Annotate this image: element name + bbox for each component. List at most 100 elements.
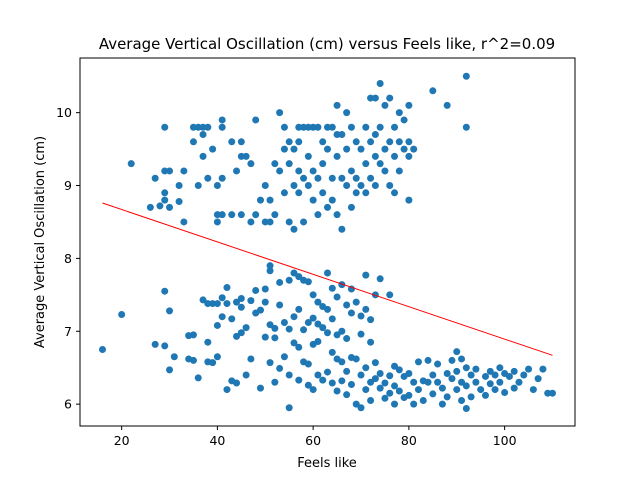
data-point xyxy=(189,123,197,131)
data-point xyxy=(309,196,317,204)
data-point xyxy=(352,400,360,408)
data-point xyxy=(453,348,461,356)
data-point xyxy=(271,211,279,219)
data-point xyxy=(276,167,284,175)
data-point xyxy=(539,365,547,373)
data-point xyxy=(515,378,523,386)
data-point xyxy=(462,123,470,131)
data-point xyxy=(314,211,322,219)
data-point xyxy=(199,152,207,160)
data-point xyxy=(362,189,370,197)
data-point xyxy=(118,311,126,319)
data-point xyxy=(271,334,279,342)
data-point xyxy=(223,284,231,292)
data-point xyxy=(429,371,437,379)
data-point xyxy=(328,123,336,131)
data-point xyxy=(324,203,331,211)
data-point xyxy=(276,301,284,309)
data-point xyxy=(338,225,346,233)
data-point xyxy=(170,353,178,361)
data-point xyxy=(338,131,346,139)
data-point xyxy=(395,387,403,395)
data-point xyxy=(218,211,226,219)
data-point xyxy=(280,353,288,361)
data-point xyxy=(352,189,360,197)
data-point xyxy=(242,324,250,332)
data-point xyxy=(391,382,399,390)
data-point xyxy=(472,365,480,373)
data-point xyxy=(266,262,274,270)
data-point xyxy=(189,356,197,364)
data-point xyxy=(496,364,504,372)
data-point xyxy=(424,356,432,364)
data-point xyxy=(247,297,255,305)
data-point xyxy=(161,196,169,204)
data-point xyxy=(314,337,322,345)
data-point xyxy=(362,386,370,394)
data-point xyxy=(472,378,480,386)
data-point xyxy=(247,160,255,168)
data-point xyxy=(338,281,346,289)
data-point xyxy=(414,358,422,366)
data-point xyxy=(228,138,236,146)
data-point xyxy=(376,384,384,392)
data-point xyxy=(429,87,437,95)
data-point xyxy=(199,131,207,139)
data-point xyxy=(333,387,341,395)
data-point xyxy=(347,285,355,293)
data-point xyxy=(525,365,533,373)
data-point xyxy=(242,152,250,160)
data-point xyxy=(295,305,303,313)
data-point xyxy=(371,94,379,102)
data-point xyxy=(300,174,308,182)
data-point xyxy=(261,285,269,293)
data-point xyxy=(213,182,221,190)
data-point xyxy=(347,203,355,211)
data-point xyxy=(285,160,293,168)
data-point xyxy=(481,391,489,399)
data-point xyxy=(414,386,422,394)
data-point xyxy=(367,316,375,324)
x-axis-ticks: 20 40 60 80 100 xyxy=(114,426,517,448)
y-tick-label: 6 xyxy=(64,397,72,412)
data-point xyxy=(443,393,451,401)
data-point xyxy=(314,174,322,182)
data-point xyxy=(357,312,365,320)
data-point xyxy=(161,189,169,197)
data-point xyxy=(371,131,379,139)
data-point xyxy=(252,116,260,124)
data-point xyxy=(271,160,279,168)
data-point xyxy=(343,182,351,190)
chart-title: Average Vertical Oscillation (cm) versus… xyxy=(99,35,555,53)
data-point xyxy=(438,400,446,408)
data-point xyxy=(529,386,537,394)
data-point xyxy=(247,218,255,226)
data-point xyxy=(491,371,499,379)
data-point xyxy=(319,160,327,168)
data-point xyxy=(352,174,360,182)
data-point xyxy=(127,160,135,168)
data-point xyxy=(314,123,322,131)
data-point xyxy=(381,101,389,109)
data-point xyxy=(438,384,446,392)
data-point xyxy=(266,321,274,329)
data-point xyxy=(324,305,331,313)
data-point xyxy=(218,174,226,182)
data-point xyxy=(204,174,212,182)
data-point xyxy=(343,335,351,343)
data-point xyxy=(146,203,154,211)
data-point xyxy=(218,123,226,131)
data-point xyxy=(161,287,169,295)
data-point xyxy=(290,145,298,153)
data-point xyxy=(376,370,384,378)
data-point xyxy=(285,276,293,284)
data-point xyxy=(371,152,379,160)
x-tick-label: 80 xyxy=(401,433,417,448)
data-point xyxy=(357,182,365,190)
data-point xyxy=(343,145,351,153)
y-tick-label: 10 xyxy=(56,105,72,120)
data-point xyxy=(295,376,303,384)
data-point xyxy=(338,327,346,335)
data-point xyxy=(443,370,451,378)
